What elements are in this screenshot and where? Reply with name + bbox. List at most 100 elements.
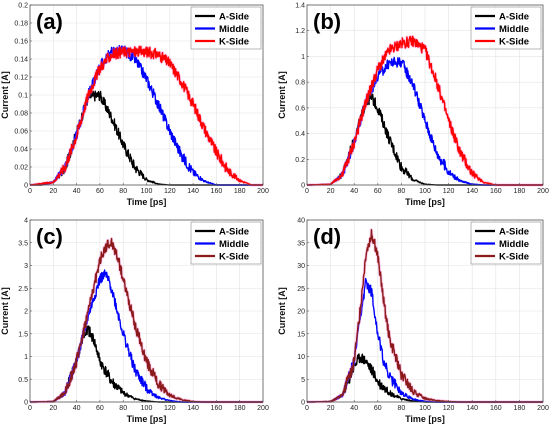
y-tick-label: 1.2 [295, 28, 305, 35]
x-tick-label: 200 [257, 188, 269, 195]
y-tick-label: 2 [24, 309, 28, 316]
y-tick-label: 0.14 [14, 57, 28, 64]
y-tick-label: 1 [301, 54, 305, 61]
y-tick-label: 3 [24, 263, 28, 270]
x-tick-label: 160 [490, 405, 502, 412]
x-tick-label: 180 [514, 188, 526, 195]
x-tick-label: 60 [374, 188, 382, 195]
y-tick-label: 0.06 [14, 129, 28, 136]
y-axis-label: Current [A] [0, 287, 10, 335]
chart-panel: 0 20 40 60 80 100 120 140 160 180 200 0 0.02 0.04 0.06… [0, 3, 269, 208]
x-tick-label: 180 [514, 405, 526, 412]
y-tick-label: 0.2 [295, 157, 305, 164]
legend-label: Middle [499, 24, 529, 35]
y-tick-label: 40 [297, 218, 305, 225]
y-tick-label: 15 [297, 331, 305, 338]
legend-label: A-Side [219, 11, 249, 22]
y-tick-label: 0 [301, 400, 305, 407]
y-tick-label: 1 [24, 354, 28, 361]
y-tick-label: 0.2 [18, 3, 28, 10]
x-tick-label: 120 [443, 188, 455, 195]
legend-label: K-Side [219, 251, 249, 262]
x-tick-label: 100 [419, 405, 431, 412]
legend-label: Middle [219, 239, 249, 250]
x-tick-label: 40 [73, 405, 81, 412]
x-tick-label: 20 [327, 405, 335, 412]
y-tick-label: 1.4 [295, 3, 305, 10]
x-tick-label: 0 [305, 188, 309, 195]
x-axis-label: Time [ps] [405, 414, 445, 424]
x-tick-label: 200 [537, 188, 549, 195]
y-tick-label: 0.02 [14, 165, 28, 172]
panel-label: (c) [36, 224, 63, 249]
y-tick-label: 1.5 [18, 331, 28, 338]
y-axis-label: Current [A] [0, 71, 10, 119]
y-tick-label: 20 [297, 309, 305, 316]
y-tick-label: 10 [297, 354, 305, 361]
y-tick-label: 3.5 [18, 240, 28, 247]
y-tick-label: 0 [24, 400, 28, 407]
legend-label: A-Side [499, 226, 529, 237]
panel-label: (a) [36, 9, 63, 34]
x-tick-label: 200 [537, 405, 549, 412]
panel-label: (d) [313, 224, 341, 249]
x-tick-label: 0 [28, 188, 32, 195]
legend-label: Middle [219, 24, 249, 35]
x-tick-label: 80 [119, 188, 127, 195]
y-tick-label: 0.08 [14, 111, 28, 118]
x-axis-label: Time [ps] [127, 197, 167, 207]
x-tick-label: 0 [305, 405, 309, 412]
x-tick-label: 100 [141, 188, 153, 195]
x-tick-label: 80 [398, 188, 406, 195]
x-tick-label: 160 [211, 405, 223, 412]
y-tick-label: 0.1 [18, 93, 28, 100]
x-tick-label: 160 [490, 188, 502, 195]
x-tick-label: 120 [164, 188, 176, 195]
y-tick-label: 5 [301, 377, 305, 384]
x-tick-label: 200 [257, 405, 269, 412]
x-tick-label: 160 [211, 188, 223, 195]
y-tick-label: 0 [301, 183, 305, 190]
x-tick-label: 20 [49, 405, 57, 412]
chart-panel: 0 20 40 60 80 100 120 140 160 180 200 0 0.5 1 1.5 2 2.5 3… [0, 218, 269, 425]
x-tick-label: 100 [141, 405, 153, 412]
y-tick-label: 30 [297, 263, 305, 270]
panel-label: (b) [313, 9, 341, 34]
x-tick-label: 80 [398, 405, 406, 412]
x-axis-label: Time [ps] [127, 414, 167, 424]
y-tick-label: 25 [297, 286, 305, 293]
legend-label: K-Side [499, 36, 529, 47]
y-tick-label: 0 [24, 183, 28, 190]
x-tick-label: 100 [419, 188, 431, 195]
y-tick-label: 0.6 [295, 105, 305, 112]
chart-panel: 0 20 40 60 80 100 120 140 160 180 200 0 5 10 15 20 25 30 3… [277, 218, 549, 425]
x-tick-label: 0 [28, 405, 32, 412]
y-tick-label: 0.5 [18, 377, 28, 384]
y-tick-label: 4 [24, 218, 28, 225]
chart-panel: 0 20 40 60 80 100 120 140 160 180 200 0 0.2 0.4 0.6 0.8… [277, 3, 549, 208]
legend-label: K-Side [499, 251, 529, 262]
x-tick-label: 180 [234, 188, 246, 195]
legend-label: Middle [499, 239, 529, 250]
series-line-k-side [29, 45, 264, 186]
x-tick-label: 80 [119, 405, 127, 412]
x-tick-label: 140 [187, 188, 199, 195]
y-tick-label: 0.4 [295, 131, 305, 138]
y-tick-label: 0.04 [14, 147, 28, 154]
x-tick-label: 120 [443, 405, 455, 412]
x-tick-label: 180 [234, 405, 246, 412]
x-tick-label: 140 [187, 405, 199, 412]
x-tick-label: 20 [49, 188, 57, 195]
x-tick-label: 60 [96, 405, 104, 412]
x-tick-label: 20 [327, 188, 335, 195]
y-tick-label: 0.16 [14, 39, 28, 46]
y-tick-label: 0.18 [14, 21, 28, 28]
x-tick-label: 120 [164, 405, 176, 412]
x-tick-label: 40 [350, 188, 358, 195]
legend-label: A-Side [219, 226, 249, 237]
legend-label: K-Side [219, 36, 249, 47]
